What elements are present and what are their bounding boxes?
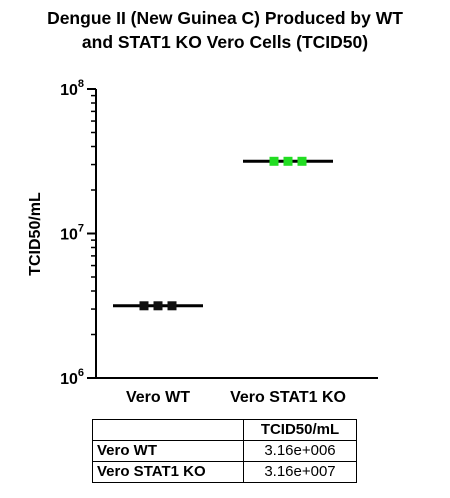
y-tick-label: 106 xyxy=(60,367,84,388)
table-row-label: Vero WT xyxy=(92,440,244,462)
chart-axes xyxy=(95,89,378,379)
y-tick-label: 107 xyxy=(60,223,84,244)
y-axis-label: TCID50/mL xyxy=(27,192,44,276)
chart-title-line-1: Dengue II (New Guinea C) Produced by WT xyxy=(47,8,403,28)
chart-plot: 106 107 108 TCID50/mL Vero WT Vero STAT1 KO xyxy=(27,78,378,406)
data-marks xyxy=(113,156,333,311)
summary-table: TCID50/mL Vero WT 3.16e+006 Vero STAT1 K… xyxy=(92,419,357,483)
table-row: Vero WT 3.16e+006 xyxy=(92,440,357,462)
table-row-value: 3.16e+007 xyxy=(243,461,357,483)
table-row-label: Vero STAT1 KO xyxy=(92,461,244,483)
table-header-row: TCID50/mL xyxy=(92,419,357,441)
chart-title-line-2: and STAT1 KO Vero Cells (TCID50) xyxy=(81,32,369,52)
x-tick-label: Vero WT xyxy=(126,389,190,406)
x-tick-label: Vero STAT1 KO xyxy=(230,389,346,406)
data-point xyxy=(283,156,293,166)
table-corner-cell xyxy=(92,419,244,441)
y-tick-label: 108 xyxy=(60,78,84,99)
chart-title: Dengue II (New Guinea C) Produced by WT … xyxy=(0,6,450,54)
data-point xyxy=(167,301,177,311)
data-point xyxy=(297,156,307,166)
y-axis-ticks: 106 107 108 xyxy=(60,78,96,388)
data-point xyxy=(269,156,279,166)
table-row: Vero STAT1 KO 3.16e+007 xyxy=(92,461,357,483)
data-point xyxy=(139,301,149,311)
data-point xyxy=(153,301,163,311)
table-row-value: 3.16e+006 xyxy=(243,440,357,462)
table-column-header: TCID50/mL xyxy=(243,419,357,441)
x-axis-labels: Vero WT Vero STAT1 KO xyxy=(126,389,346,406)
